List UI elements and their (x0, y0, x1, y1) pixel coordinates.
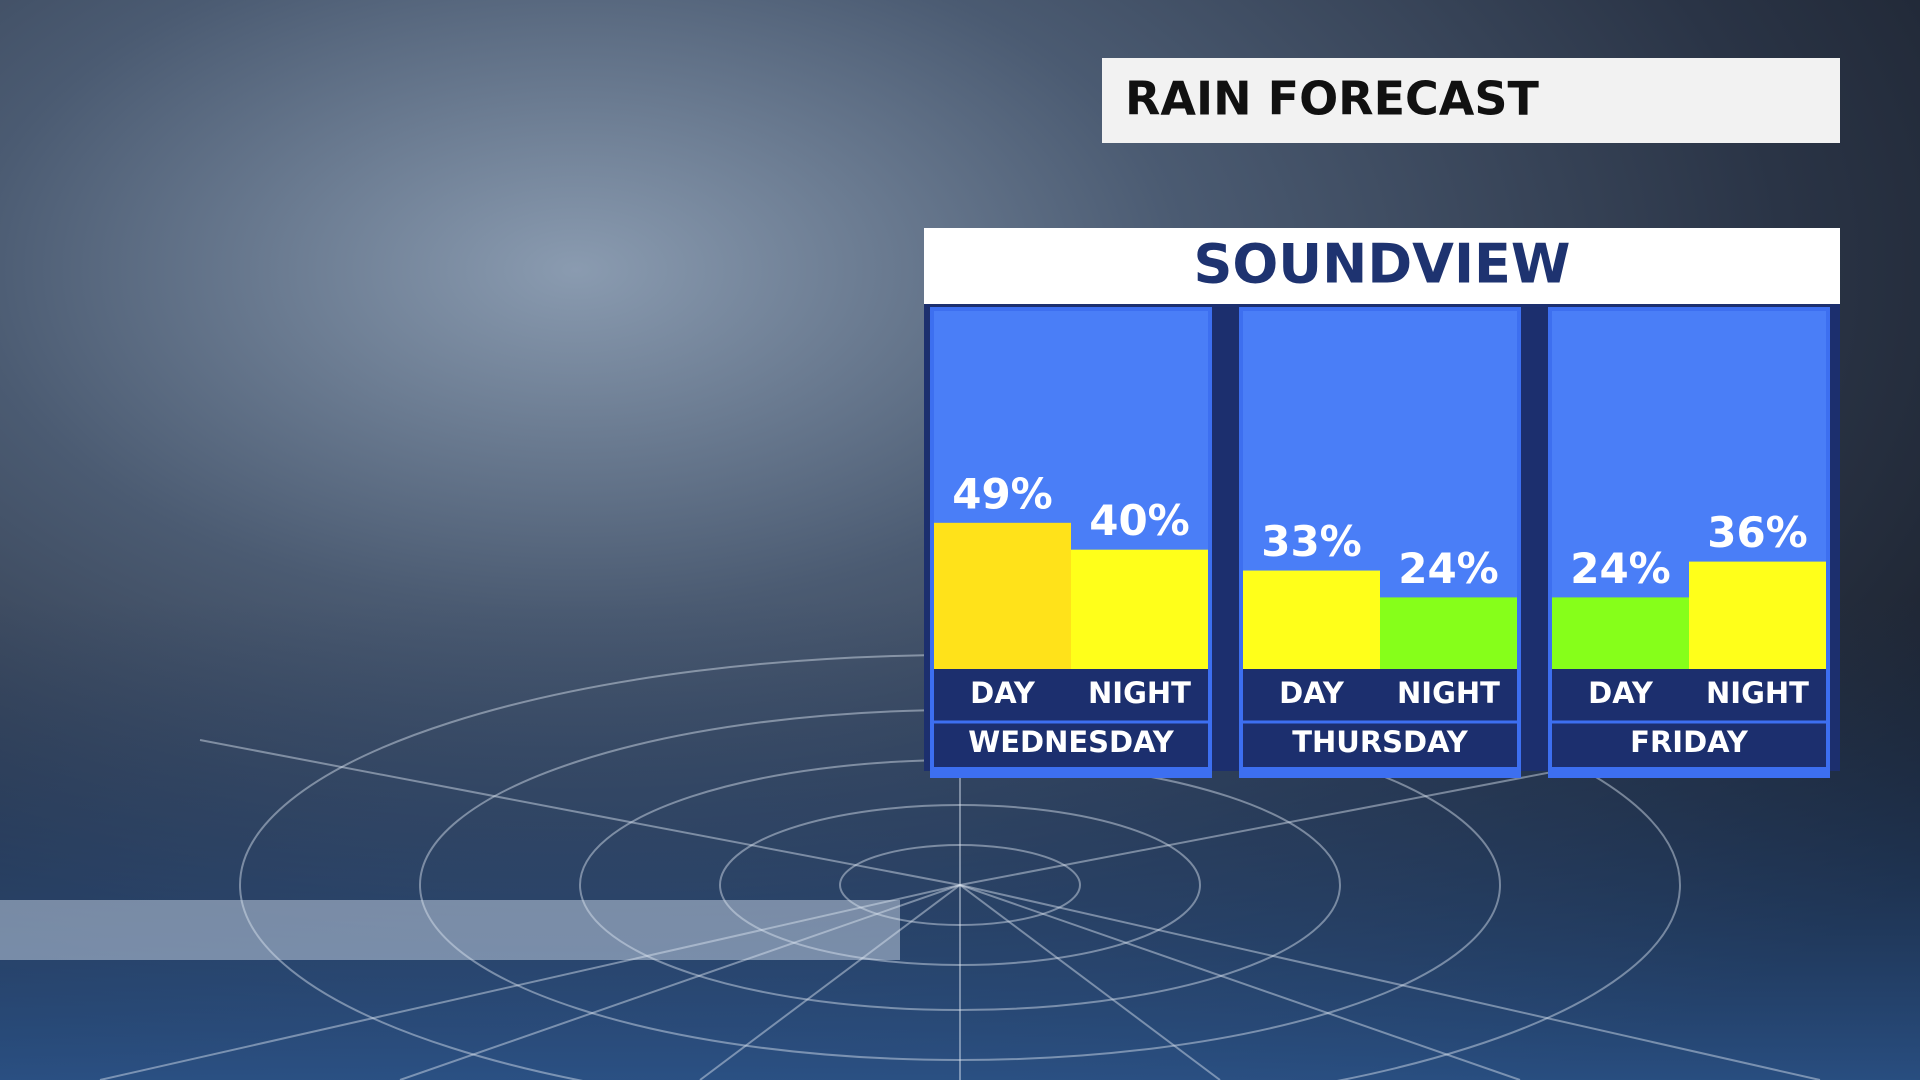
label-area (934, 669, 1208, 767)
bar (1071, 549, 1208, 669)
day-name: WEDNESDAY (968, 725, 1175, 759)
value-label: 24% (1398, 544, 1499, 593)
chart: WEDNESDAY 49% DAY 40% NIGHT THURSDAY 33% DAY 24%… (930, 307, 1830, 778)
label-area (1552, 669, 1826, 767)
location-box (924, 228, 1840, 304)
period-label: DAY (1588, 676, 1654, 710)
bar (1243, 570, 1380, 669)
day-name: THURSDAY (1292, 725, 1469, 759)
bar (934, 522, 1071, 669)
day-name: FRIDAY (1630, 725, 1749, 759)
period-label: DAY (970, 676, 1036, 710)
bar (1380, 597, 1517, 669)
value-label: 33% (1261, 517, 1362, 566)
bar (1689, 561, 1826, 669)
bar (1552, 597, 1689, 669)
value-label: 49% (952, 469, 1053, 518)
value-label: 36% (1707, 508, 1808, 557)
period-label: NIGHT (1088, 676, 1191, 710)
value-label: 40% (1089, 496, 1190, 545)
period-label: NIGHT (1706, 676, 1809, 710)
title-box (1102, 58, 1840, 143)
label-area (1243, 669, 1517, 767)
period-label: NIGHT (1397, 676, 1500, 710)
value-label: 24% (1570, 544, 1671, 593)
location: SOUNDVIEW (1194, 233, 1571, 296)
title: RAIN FORECAST (1125, 72, 1540, 126)
period-label: DAY (1279, 676, 1345, 710)
